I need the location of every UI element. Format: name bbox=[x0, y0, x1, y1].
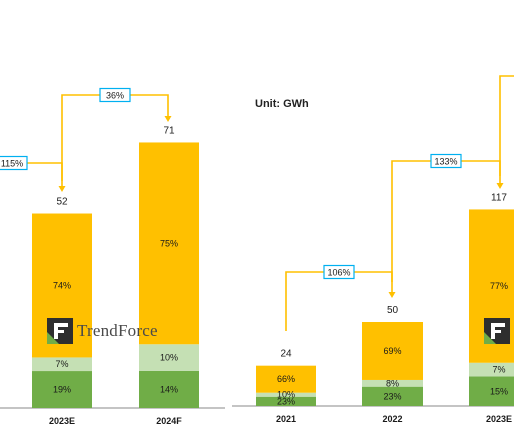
growth-connector-line-1-2 bbox=[499, 75, 514, 176]
watermark-text: TrendForce bbox=[77, 321, 158, 340]
growth-callout-1-1-text: 133% bbox=[434, 157, 457, 167]
bar-mid-segment-1-2 bbox=[469, 362, 514, 377]
growth-callout-0-0-box bbox=[0, 155, 28, 171]
bar-total-label-1-2: 117 bbox=[491, 192, 507, 203]
category-tick-label-0-1: 2024F bbox=[156, 416, 182, 426]
watermark-right bbox=[484, 318, 510, 344]
bar-bottom-segment-0-1 bbox=[139, 370, 199, 408]
bar-bottom-label-1-1: 23% bbox=[383, 391, 401, 401]
bar-mid-segment-0-0 bbox=[32, 357, 92, 372]
bar-top-label-1-2: 77% bbox=[490, 281, 508, 291]
bar-mid-label-1-2: 7% bbox=[492, 365, 505, 375]
bar-total-label-0-0: 52 bbox=[56, 197, 68, 208]
bar-bottom-label-1-2: 15% bbox=[490, 386, 508, 396]
category-tick-label-1-0: 2021 bbox=[276, 414, 296, 424]
bar-bottom-label-0-0: 19% bbox=[53, 385, 71, 395]
bar-mid-label-1-1: 8% bbox=[386, 378, 399, 388]
bar-top-segment-1-1 bbox=[362, 322, 423, 380]
trendforce-logo-icon-2 bbox=[484, 318, 510, 344]
growth-callout-1-0-box bbox=[323, 264, 355, 280]
category-tick-label-1-1: 2022 bbox=[382, 414, 402, 424]
bar-top-label-0-0: 74% bbox=[53, 280, 71, 290]
bar-mid-label-0-0: 7% bbox=[55, 359, 68, 369]
category-tick-label-0-0: 2023E bbox=[49, 416, 75, 426]
bar-bottom-segment-1-0 bbox=[256, 396, 316, 406]
bar-top-label-1-0: 66% bbox=[277, 374, 295, 384]
bar-bottom-segment-0-0 bbox=[32, 371, 92, 408]
watermark-left: TrendForce bbox=[47, 318, 158, 344]
growth-callout-1-1-box bbox=[430, 153, 462, 169]
bar-mid-label-0-1: 10% bbox=[160, 353, 178, 363]
growth-callout-0-0-text: 115% bbox=[1, 159, 23, 169]
bar-top-segment-0-1 bbox=[139, 142, 199, 345]
bar-total-label-0-1: 71 bbox=[163, 125, 175, 136]
growth-arrowhead-0-1 bbox=[164, 116, 172, 122]
unit-label: Unit: GWh bbox=[255, 98, 309, 110]
bar-mid-segment-0-1 bbox=[139, 344, 199, 371]
growth-callout-0-1-text: 36% bbox=[106, 91, 124, 101]
bar-top-label-1-1: 69% bbox=[383, 346, 401, 356]
category-tick-label-1-2: 2023E bbox=[486, 414, 512, 424]
growth-arrowhead-0-0 bbox=[58, 186, 66, 192]
bar-mid-segment-1-1 bbox=[362, 379, 423, 387]
bar-bottom-segment-1-1 bbox=[362, 386, 423, 406]
bar-bottom-segment-1-2 bbox=[469, 376, 514, 406]
growth-callout-0-1-box bbox=[99, 87, 131, 103]
bar-total-label-1-1: 50 bbox=[387, 305, 399, 316]
growth-arrowhead-1-1 bbox=[496, 183, 504, 189]
bar-top-segment-1-0 bbox=[256, 365, 316, 393]
bar-mid-segment-1-0 bbox=[256, 392, 316, 397]
trendforce-logo-icon bbox=[47, 318, 73, 344]
growth-callout-1-0-text: 106% bbox=[327, 268, 350, 278]
bar-bottom-label-1-0: 23% bbox=[277, 396, 295, 406]
bar-top-label-0-1: 75% bbox=[160, 238, 178, 248]
bar-bottom-label-0-1: 14% bbox=[160, 384, 178, 394]
growth-arrowhead-1-0 bbox=[388, 292, 396, 298]
bar-mid-label-1-0: 10% bbox=[277, 390, 295, 400]
bar-total-label-1-0: 24 bbox=[280, 349, 292, 360]
